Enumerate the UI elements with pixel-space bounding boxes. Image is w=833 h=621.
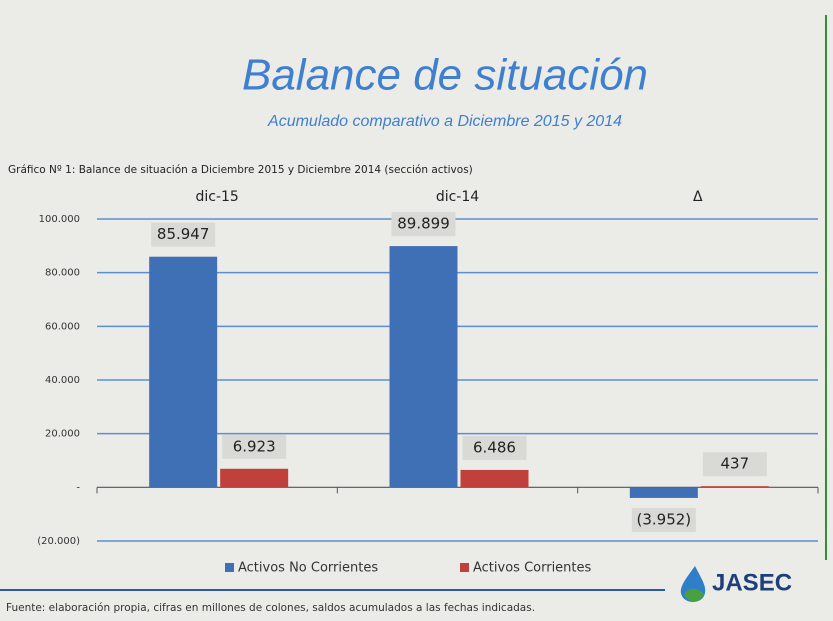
value-label-box [151, 222, 216, 247]
value-label: 437 [721, 455, 750, 473]
value-label: 6.486 [473, 438, 516, 456]
bar [220, 468, 289, 488]
bar [149, 256, 218, 488]
legend-label: Activos No Corrientes [238, 561, 378, 576]
logo-icon-leaf [684, 588, 704, 602]
legend-swatch [460, 563, 469, 572]
y-tick-label: 100.000 [39, 214, 80, 225]
value-label: 6.923 [233, 437, 276, 455]
y-tick-label: 40.000 [45, 375, 80, 386]
legend-label: Activos Corrientes [473, 561, 592, 576]
legend-swatch [225, 563, 234, 572]
y-tick-label: - [76, 482, 80, 493]
value-label: (3.952) [637, 510, 692, 528]
page-title: Balance de situación [242, 51, 648, 100]
category-label: dic-15 [195, 189, 238, 205]
page-subtitle: Acumulado comparativo a Diciembre 2015 y… [267, 113, 622, 130]
value-label-box [631, 507, 696, 532]
category-label: Δ [693, 189, 703, 205]
logo-text: JASEC [712, 569, 792, 596]
bar [460, 469, 529, 488]
category-label: dic-14 [436, 189, 479, 205]
bar [389, 246, 458, 488]
y-tick-label: 80.000 [45, 268, 80, 279]
bar [629, 487, 698, 498]
y-tick-label: (20.000) [37, 536, 80, 547]
value-label: 85.947 [157, 225, 210, 243]
value-label-box [702, 452, 767, 477]
y-tick-label: 60.000 [45, 321, 80, 332]
value-label: 89.899 [397, 215, 450, 233]
y-tick-label: 20.000 [45, 429, 80, 440]
bar [700, 486, 769, 488]
value-label-box [462, 435, 527, 460]
source-note: Fuente: elaboración propia, cifras en mi… [6, 602, 535, 614]
chart-caption: Gráfico Nº 1: Balance de situación a Dic… [8, 164, 473, 176]
value-label-box [222, 434, 287, 459]
value-label-box [391, 212, 456, 237]
